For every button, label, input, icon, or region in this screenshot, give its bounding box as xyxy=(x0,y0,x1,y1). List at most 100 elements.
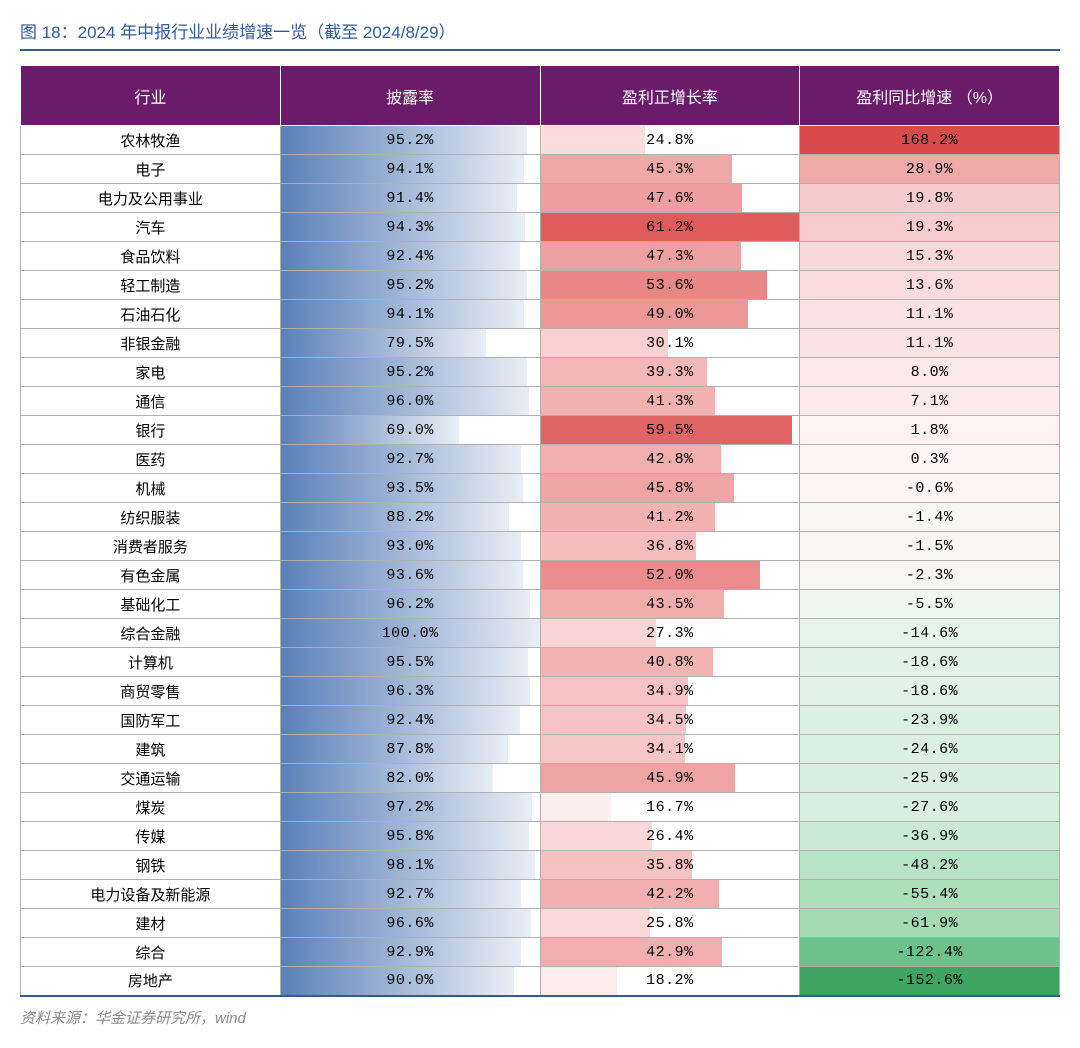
industry-name: 建材 xyxy=(21,909,281,938)
disclosure-cell: 79.5% xyxy=(280,329,540,358)
industry-name: 综合 xyxy=(21,938,281,967)
figure-title: 图 18：2024 年中报行业业绩增速一览（截至 2024/8/29） xyxy=(20,18,1060,51)
positive-growth-cell: 26.4% xyxy=(540,822,800,851)
disclosure-cell: 95.5% xyxy=(280,648,540,677)
yoy-growth-cell: -55.4% xyxy=(800,880,1060,909)
table-row: 房地产90.0%18.2%-152.6% xyxy=(21,967,1060,996)
yoy-growth-cell: 168.2% xyxy=(800,126,1060,155)
positive-growth-cell: 45.9% xyxy=(540,764,800,793)
industry-name: 煤炭 xyxy=(21,793,281,822)
table-row: 煤炭97.2%16.7%-27.6% xyxy=(21,793,1060,822)
positive-growth-cell: 16.7% xyxy=(540,793,800,822)
positive-growth-cell: 35.8% xyxy=(540,851,800,880)
disclosure-cell: 92.4% xyxy=(280,242,540,271)
table-row: 通信96.0%41.3%7.1% xyxy=(21,387,1060,416)
yoy-growth-cell: 13.6% xyxy=(800,271,1060,300)
disclosure-cell: 92.4% xyxy=(280,706,540,735)
table-row: 汽车94.3%61.2%19.3% xyxy=(21,213,1060,242)
disclosure-cell: 82.0% xyxy=(280,764,540,793)
industry-name: 房地产 xyxy=(21,967,281,996)
table-row: 综合92.9%42.9%-122.4% xyxy=(21,938,1060,967)
yoy-growth-cell: 11.1% xyxy=(800,300,1060,329)
disclosure-cell: 87.8% xyxy=(280,735,540,764)
disclosure-cell: 100.0% xyxy=(280,619,540,648)
table-row: 计算机95.5%40.8%-18.6% xyxy=(21,648,1060,677)
positive-growth-cell: 39.3% xyxy=(540,358,800,387)
disclosure-cell: 69.0% xyxy=(280,416,540,445)
disclosure-cell: 96.6% xyxy=(280,909,540,938)
industry-name: 汽车 xyxy=(21,213,281,242)
yoy-growth-cell: -36.9% xyxy=(800,822,1060,851)
industry-name: 纺织服装 xyxy=(21,503,281,532)
header-row: 行业 披露率 盈利正增长率 盈利同比增速 （%） xyxy=(21,66,1060,126)
industry-name: 银行 xyxy=(21,416,281,445)
positive-growth-cell: 34.5% xyxy=(540,706,800,735)
industry-name: 综合金融 xyxy=(21,619,281,648)
yoy-growth-cell: -23.9% xyxy=(800,706,1060,735)
yoy-growth-cell: -48.2% xyxy=(800,851,1060,880)
yoy-growth-cell: -18.6% xyxy=(800,648,1060,677)
industry-name: 传媒 xyxy=(21,822,281,851)
industry-name: 计算机 xyxy=(21,648,281,677)
industry-name: 建筑 xyxy=(21,735,281,764)
yoy-growth-cell: 11.1% xyxy=(800,329,1060,358)
table-row: 建筑87.8%34.1%-24.6% xyxy=(21,735,1060,764)
positive-growth-cell: 42.9% xyxy=(540,938,800,967)
table-row: 机械93.5%45.8%-0.6% xyxy=(21,474,1060,503)
positive-growth-cell: 34.1% xyxy=(540,735,800,764)
positive-growth-cell: 40.8% xyxy=(540,648,800,677)
yoy-growth-cell: 7.1% xyxy=(800,387,1060,416)
disclosure-cell: 90.0% xyxy=(280,967,540,996)
table-row: 消费者服务93.0%36.8%-1.5% xyxy=(21,532,1060,561)
industry-name: 医药 xyxy=(21,445,281,474)
disclosure-cell: 88.2% xyxy=(280,503,540,532)
col-disclosure: 披露率 xyxy=(280,66,540,126)
positive-growth-cell: 47.3% xyxy=(540,242,800,271)
table-row: 商贸零售96.3%34.9%-18.6% xyxy=(21,677,1060,706)
industry-name: 交通运输 xyxy=(21,764,281,793)
table-row: 钢铁98.1%35.8%-48.2% xyxy=(21,851,1060,880)
table-row: 交通运输82.0%45.9%-25.9% xyxy=(21,764,1060,793)
table-row: 基础化工96.2%43.5%-5.5% xyxy=(21,590,1060,619)
disclosure-cell: 95.8% xyxy=(280,822,540,851)
positive-growth-cell: 59.5% xyxy=(540,416,800,445)
data-source: 资料来源：华金证券研究所，wind xyxy=(20,1007,1060,1028)
positive-growth-cell: 53.6% xyxy=(540,271,800,300)
industry-name: 家电 xyxy=(21,358,281,387)
yoy-growth-cell: -1.5% xyxy=(800,532,1060,561)
industry-name: 电力设备及新能源 xyxy=(21,880,281,909)
yoy-growth-cell: -0.6% xyxy=(800,474,1060,503)
yoy-growth-cell: -14.6% xyxy=(800,619,1060,648)
disclosure-cell: 94.3% xyxy=(280,213,540,242)
positive-growth-cell: 25.8% xyxy=(540,909,800,938)
positive-growth-cell: 49.0% xyxy=(540,300,800,329)
positive-growth-cell: 45.3% xyxy=(540,155,800,184)
industry-name: 通信 xyxy=(21,387,281,416)
positive-growth-cell: 42.2% xyxy=(540,880,800,909)
positive-growth-cell: 41.2% xyxy=(540,503,800,532)
industry-name: 轻工制造 xyxy=(21,271,281,300)
disclosure-cell: 92.7% xyxy=(280,880,540,909)
table-row: 食品饮料92.4%47.3%15.3% xyxy=(21,242,1060,271)
disclosure-cell: 93.6% xyxy=(280,561,540,590)
yoy-growth-cell: -1.4% xyxy=(800,503,1060,532)
positive-growth-cell: 41.3% xyxy=(540,387,800,416)
disclosure-cell: 96.3% xyxy=(280,677,540,706)
industry-name: 机械 xyxy=(21,474,281,503)
positive-growth-cell: 45.8% xyxy=(540,474,800,503)
disclosure-cell: 95.2% xyxy=(280,271,540,300)
yoy-growth-cell: -122.4% xyxy=(800,938,1060,967)
industry-name: 非银金融 xyxy=(21,329,281,358)
industry-name: 电力及公用事业 xyxy=(21,184,281,213)
yoy-growth-cell: 15.3% xyxy=(800,242,1060,271)
yoy-growth-cell: -24.6% xyxy=(800,735,1060,764)
industry-name: 国防军工 xyxy=(21,706,281,735)
industry-name: 石油石化 xyxy=(21,300,281,329)
yoy-growth-cell: -25.9% xyxy=(800,764,1060,793)
yoy-growth-cell: 8.0% xyxy=(800,358,1060,387)
industry-name: 商贸零售 xyxy=(21,677,281,706)
industry-name: 食品饮料 xyxy=(21,242,281,271)
positive-growth-cell: 52.0% xyxy=(540,561,800,590)
positive-growth-cell: 30.1% xyxy=(540,329,800,358)
col-industry: 行业 xyxy=(21,66,281,126)
